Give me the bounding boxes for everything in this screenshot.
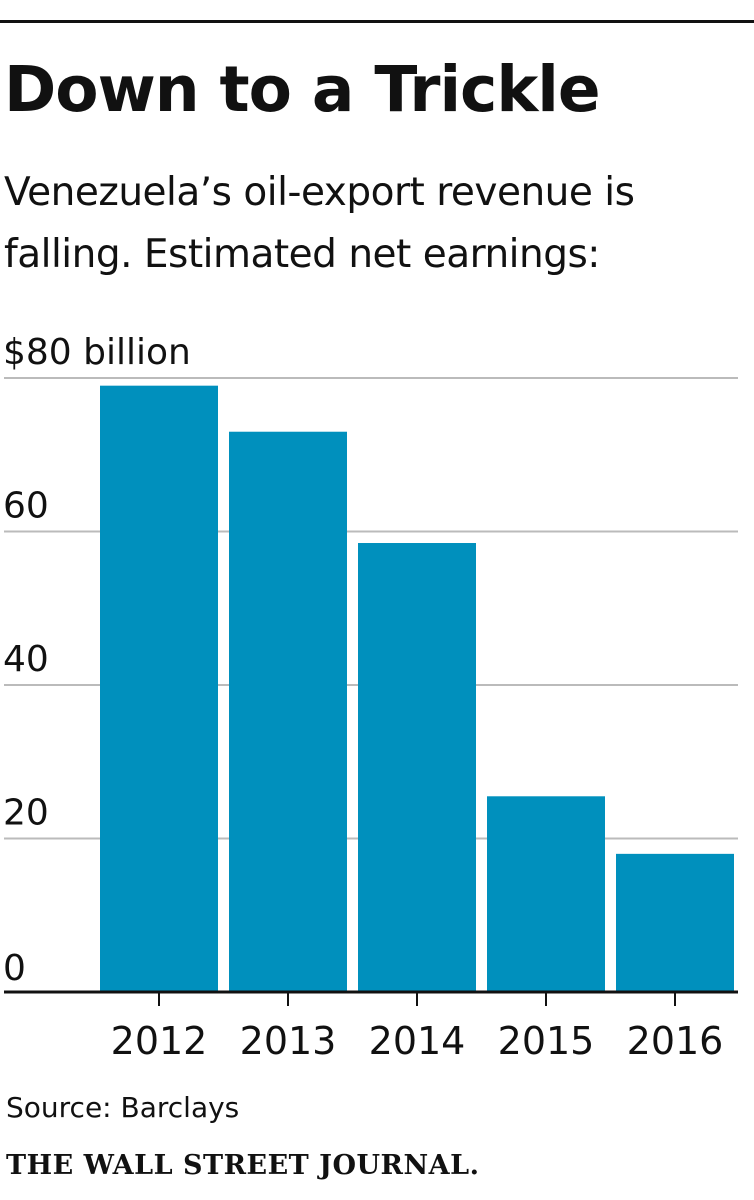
bar-2016 bbox=[616, 853, 734, 992]
top-rule bbox=[0, 20, 754, 23]
y-tick-label: $80 billion bbox=[3, 332, 191, 373]
x-tick-label: 2015 bbox=[498, 1019, 595, 1060]
x-tick-label: 2012 bbox=[111, 1019, 208, 1060]
chart-title: Down to a Trickle bbox=[4, 53, 601, 126]
x-tick-label: 2016 bbox=[627, 1019, 724, 1060]
bar-2014 bbox=[358, 543, 476, 992]
bar-chart: 0 20 40 60 $80 billion 2012 2013 2014 2015 2016 bbox=[3, 332, 738, 1060]
bar-2015 bbox=[487, 796, 605, 992]
y-tick-label: 20 bbox=[3, 793, 49, 834]
publisher-logo: THE WALL STREET JOURNAL. bbox=[6, 1150, 480, 1181]
x-tick-label: 2013 bbox=[240, 1019, 337, 1060]
chart-subtitle: Venezuela’s oil-export revenue is fallin… bbox=[4, 170, 635, 277]
y-tick-label: 40 bbox=[3, 639, 49, 680]
y-tick-label: 0 bbox=[3, 948, 26, 989]
x-tick-label: 2014 bbox=[369, 1019, 466, 1060]
bar-2012 bbox=[100, 385, 218, 992]
bar-2013 bbox=[229, 431, 347, 993]
source-note: Source: Barclays bbox=[6, 1091, 240, 1124]
y-tick-label: 60 bbox=[3, 486, 49, 527]
